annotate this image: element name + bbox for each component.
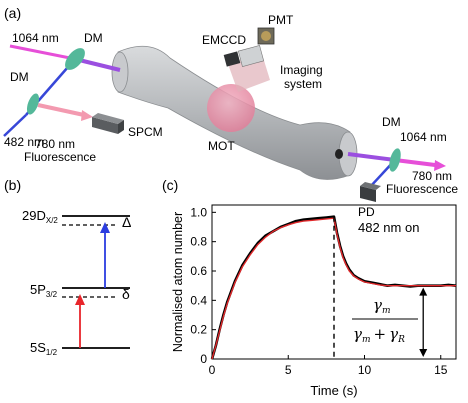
panel-b-label: (b) [4, 177, 21, 193]
label-780-left-2: Fluorescence [24, 150, 96, 164]
level-top-sub: X/2 [46, 216, 59, 225]
x-tick-label-3: 15 [434, 363, 448, 377]
y-tick-label-4: 0.8 [190, 235, 207, 249]
panel-a: (a) [3, 5, 458, 219]
y-tick-label-3: 0.6 [190, 264, 207, 278]
label-emccd: EMCCD [202, 33, 246, 47]
imaging-system [223, 27, 275, 92]
level-ground-sub: 1/2 [46, 348, 58, 357]
panel-b: (b) 29DX/2 5P3/2 5S1/2 Δ δ [4, 177, 131, 357]
annotation-482-on: 482 nm on [358, 220, 419, 235]
level-mid-sub: 3/2 [46, 290, 58, 299]
ratio-arrow-head-1 [419, 349, 428, 357]
label-dm-left: DM [10, 70, 29, 84]
label-imaging-2: system [284, 77, 322, 91]
label-pd: PD [358, 205, 375, 219]
panel-a-label: (a) [4, 5, 21, 21]
formula-num: γ [373, 296, 382, 314]
detuning-small: δ [122, 286, 130, 302]
mot-cloud [207, 84, 255, 132]
label-1064-left: 1064 nm [12, 31, 59, 45]
series-layer [210, 215, 457, 360]
decay-ratio-formula: γm γm + γR [352, 296, 418, 345]
label-pmt: PMT [268, 13, 294, 27]
ratio-arrow [419, 287, 428, 357]
y-axis-label: Normalised atom number [171, 212, 185, 352]
photodiode [360, 182, 381, 202]
label-780-left-1: 780 nm [35, 137, 75, 151]
dichroic-mirror-top-left [65, 48, 85, 70]
x-axis-label: Time (s) [310, 383, 357, 398]
svg-text:γm: γm [373, 296, 391, 316]
label-dm-top-left: DM [84, 31, 103, 45]
level-ground-label: 5S [30, 340, 46, 355]
svg-text:γm+γR: γm + γR [353, 325, 405, 345]
label-482-nm: 482 nm [4, 135, 44, 149]
formula-plus: + [374, 325, 387, 343]
label-imaging-1: Imaging [280, 63, 323, 77]
formula-den-a-sub: m [362, 335, 371, 345]
detuning-big: Δ [122, 214, 131, 230]
y-tick-label-5: 1.0 [190, 205, 207, 219]
formula-den-b: γ [389, 325, 398, 343]
formula-den-a: γ [353, 325, 362, 343]
formula-num-sub: m [382, 306, 391, 316]
x-tick-label-2: 10 [358, 363, 372, 377]
label-dm-right: DM [382, 115, 401, 129]
dichroic-mirror-right [389, 148, 401, 172]
label-780-right-2: Fluorescence [386, 182, 458, 196]
emccd-camera [223, 51, 241, 67]
y-tick-label-2: 0.4 [190, 293, 207, 307]
y-tick-label-0: 0 [200, 352, 207, 366]
ratio-arrow-head-0 [419, 287, 428, 296]
label-1064-right: 1064 nm [400, 130, 447, 144]
axis-ticks: 0 5 10 15 0 0.2 0.4 0.6 0.8 1.0 [190, 205, 447, 377]
y-tick-label-1: 0.2 [190, 323, 207, 337]
dichroic-mirror-left [26, 93, 40, 115]
x-tick-label-1: 5 [285, 363, 292, 377]
level-mid-label: 5P [30, 282, 46, 297]
panel-c: (c) 0 5 10 15 0 0.2 0.4 0.6 0.8 1.0 Time (s) Norm… [162, 177, 457, 398]
svg-text:29DX/2: 29DX/2 [22, 208, 58, 225]
panel-c-label: (c) [162, 177, 178, 193]
formula-den-b-sub: R [397, 335, 405, 345]
label-780-right-1: 780 nm [412, 169, 452, 183]
x-tick-label-0: 0 [209, 363, 216, 377]
spcm-detector [92, 113, 124, 134]
plot-frame [211, 204, 457, 360]
label-mot: MOT [208, 139, 235, 153]
label-spcm: SPCM [128, 125, 163, 139]
beam-780-left [37, 103, 93, 121]
svg-text:5S1/2: 5S1/2 [30, 340, 58, 357]
level-top-label: 29D [22, 208, 46, 223]
svg-text:5P3/2: 5P3/2 [30, 282, 58, 299]
series-line-1 [211, 217, 456, 360]
beam-1064 [9, 44, 446, 171]
